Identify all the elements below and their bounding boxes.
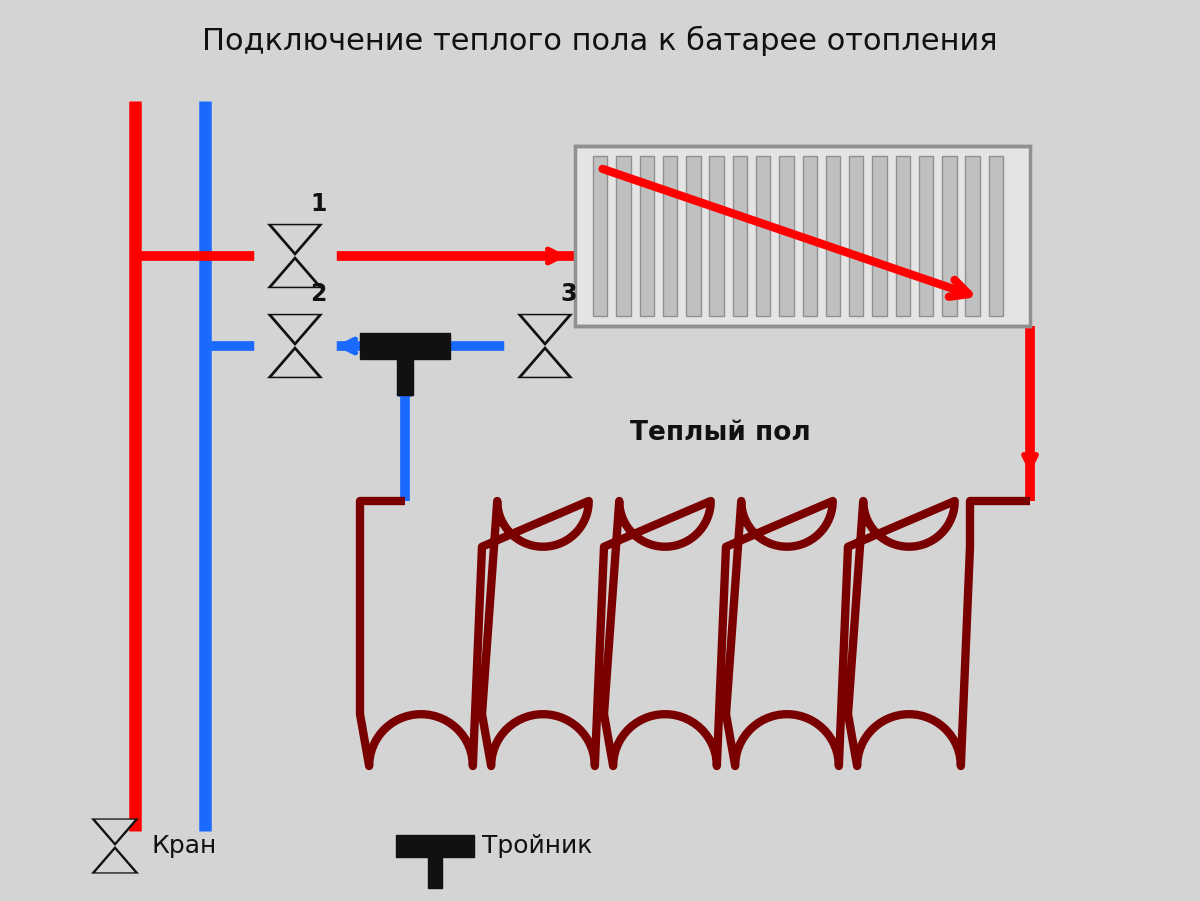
Polygon shape <box>272 225 318 252</box>
Bar <box>396 835 474 857</box>
Polygon shape <box>522 315 568 342</box>
Polygon shape <box>95 820 134 842</box>
Bar <box>803 156 817 316</box>
Bar <box>826 156 840 316</box>
Text: Тройник: Тройник <box>482 834 593 858</box>
Polygon shape <box>272 315 318 342</box>
Bar <box>686 156 701 316</box>
Bar <box>966 156 980 316</box>
Polygon shape <box>272 260 318 287</box>
Bar <box>428 857 442 888</box>
Bar <box>575 146 1030 326</box>
Bar <box>360 333 450 359</box>
Polygon shape <box>517 314 574 346</box>
Polygon shape <box>266 223 323 256</box>
Bar <box>397 359 413 395</box>
Bar <box>733 156 748 316</box>
Text: 3: 3 <box>560 282 576 306</box>
Bar <box>895 156 910 316</box>
Text: 2: 2 <box>310 282 326 306</box>
Text: Теплый пол: Теплый пол <box>630 420 810 446</box>
Polygon shape <box>266 314 323 346</box>
Bar <box>709 156 724 316</box>
Polygon shape <box>517 346 574 378</box>
Bar <box>640 156 654 316</box>
Text: Подключение теплого пола к батарее отопления: Подключение теплого пола к батарее отопл… <box>202 26 998 56</box>
Polygon shape <box>266 346 323 378</box>
Text: Кран: Кран <box>152 834 217 858</box>
Bar <box>617 156 631 316</box>
Bar <box>942 156 956 316</box>
Polygon shape <box>91 846 139 874</box>
Bar <box>756 156 770 316</box>
Polygon shape <box>522 350 568 377</box>
Bar <box>662 156 677 316</box>
Bar <box>919 156 934 316</box>
Bar <box>593 156 607 316</box>
Polygon shape <box>272 350 318 377</box>
Bar <box>872 156 887 316</box>
Bar <box>779 156 793 316</box>
Polygon shape <box>95 850 134 872</box>
Bar <box>850 156 864 316</box>
Polygon shape <box>266 256 323 288</box>
Polygon shape <box>91 818 139 846</box>
Bar <box>989 156 1003 316</box>
Text: 1: 1 <box>310 192 326 216</box>
